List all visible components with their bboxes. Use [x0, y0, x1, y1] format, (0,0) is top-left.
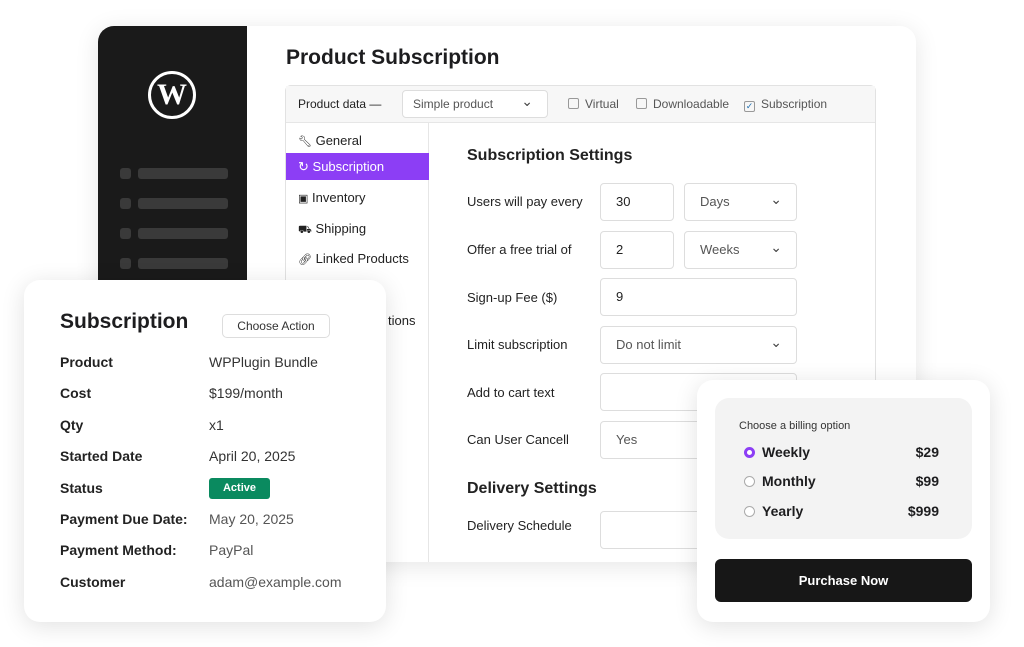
- billing-options: Choose a billing option Weekly $29 Month…: [715, 398, 972, 539]
- row-label: Qty: [60, 417, 84, 433]
- cart-text-label: Add to cart text: [467, 385, 555, 400]
- free-trial-input[interactable]: 2: [600, 231, 674, 269]
- tab-label: Shipping: [315, 221, 367, 236]
- billing-prompt: Choose a billing option: [739, 420, 851, 432]
- row-label: Cost: [60, 385, 92, 401]
- due-date-value: May 20, 2025: [209, 511, 294, 527]
- pay-every-label: Users will pay every: [467, 194, 583, 209]
- qty-value: x1: [209, 417, 224, 433]
- pay-every-input[interactable]: 30: [600, 183, 674, 221]
- subscription-settings-heading: Subscription Settings: [467, 147, 633, 164]
- product-data-label: Product data —: [298, 97, 382, 111]
- virtual-checkbox[interactable]: Virtual: [568, 97, 619, 111]
- option-label[interactable]: Yearly: [762, 503, 804, 519]
- row-label: Customer: [60, 574, 126, 590]
- menu-placeholder-item[interactable]: [138, 228, 228, 239]
- menu-placeholder-icon: [120, 168, 131, 179]
- checkmark-icon[interactable]: ✓: [744, 101, 755, 112]
- delivery-settings-heading: Delivery Settings: [467, 480, 597, 497]
- downloadable-checkbox[interactable]: Downloadable: [636, 97, 729, 111]
- page-title: Product Subscription: [286, 46, 500, 69]
- payment-method-value: PayPal: [209, 542, 254, 558]
- radio-yearly[interactable]: [744, 506, 755, 517]
- checkbox-icon[interactable]: [636, 98, 647, 109]
- tab-label: tions: [388, 313, 416, 328]
- option-price: $29: [915, 444, 939, 460]
- menu-placeholder-item[interactable]: [138, 198, 228, 209]
- subscription-card-title: Subscription: [60, 310, 189, 333]
- tab-shipping[interactable]: ⛟ Shipping: [286, 215, 429, 242]
- option-price: $99: [915, 473, 939, 489]
- row-label: Payment Due Date:: [60, 511, 188, 527]
- tab-general[interactable]: 🔧︎ General: [286, 127, 429, 154]
- menu-placeholder-icon: [120, 198, 131, 209]
- link-icon: 🔗︎: [298, 254, 312, 266]
- started-date-value: April 20, 2025: [209, 448, 296, 464]
- tab-label: General: [315, 133, 362, 148]
- subscription-label: Subscription: [761, 97, 828, 111]
- refresh-icon: ↻: [298, 159, 309, 174]
- menu-placeholder-icon: [120, 228, 131, 239]
- option-label[interactable]: Weekly: [762, 444, 810, 460]
- signup-fee-input[interactable]: 9: [600, 278, 797, 316]
- row-label: Started Date: [60, 448, 143, 464]
- choose-action-button[interactable]: Choose Action: [222, 314, 330, 338]
- tab-label: Linked Products: [315, 251, 409, 266]
- option-label[interactable]: Monthly: [762, 473, 816, 489]
- wrench-icon: 🔧︎: [298, 136, 312, 148]
- wordpress-logo-icon: W: [148, 71, 196, 119]
- option-price: $999: [907, 503, 939, 519]
- downloadable-label: Downloadable: [653, 97, 730, 111]
- tab-label: Inventory: [312, 190, 366, 205]
- inventory-icon: ▣: [298, 193, 309, 205]
- customer-value: adam@example.com: [209, 574, 342, 590]
- row-label: Product: [60, 354, 113, 370]
- free-trial-unit-select[interactable]: Weeks: [684, 229, 797, 269]
- billing-card: Choose a billing option Weekly $29 Month…: [697, 380, 990, 622]
- purchase-now-button[interactable]: Purchase Now: [715, 559, 972, 602]
- subscription-checkbox[interactable]: ✓ Subscription: [744, 97, 827, 112]
- menu-placeholder-item[interactable]: [138, 258, 228, 269]
- cost-value: $199/month: [209, 385, 283, 401]
- menu-placeholder-icon: [120, 258, 131, 269]
- menu-placeholder-item[interactable]: [138, 168, 228, 179]
- virtual-label: Virtual: [585, 97, 619, 111]
- tab-label: Subscription: [312, 159, 385, 174]
- delivery-schedule-label: Delivery Schedule: [467, 518, 572, 533]
- signup-fee-label: Sign-up Fee ($): [467, 290, 558, 305]
- product-value: WPPlugin Bundle: [209, 354, 318, 370]
- radio-monthly[interactable]: [744, 476, 755, 487]
- pay-every-unit-select[interactable]: Days: [684, 181, 797, 221]
- free-trial-label: Offer a free trial of: [467, 242, 572, 257]
- limit-subscription-label: Limit subscription: [467, 337, 568, 352]
- tab-inventory[interactable]: ▣ Inventory: [286, 184, 429, 211]
- subscription-card: Subscription Choose Action Product WPPlug…: [24, 280, 386, 622]
- tab-subscription[interactable]: ↻ Subscription: [286, 153, 429, 180]
- can-cancel-label: Can User Cancell: [467, 432, 569, 447]
- product-data-tabs: 🔧︎ General ↻ Subscription ▣ Inventory ⛟ …: [286, 123, 429, 562]
- truck-icon: ⛟: [298, 224, 312, 236]
- product-data-header: Product data — Simple product Virtual Do…: [286, 86, 875, 123]
- row-label: Payment Method:: [60, 542, 177, 558]
- limit-subscription-select[interactable]: Do not limit: [600, 324, 797, 364]
- status-badge: Active: [209, 478, 270, 499]
- row-label: Status: [60, 480, 103, 496]
- product-data-panel: Product data — Simple product Virtual Do…: [285, 85, 876, 562]
- radio-weekly[interactable]: [744, 447, 755, 458]
- product-type-select[interactable]: Simple product: [402, 88, 548, 118]
- checkbox-icon[interactable]: [568, 98, 579, 109]
- tab-linked-products[interactable]: 🔗︎ Linked Products: [286, 245, 429, 272]
- tab-options[interactable]: tions: [286, 307, 429, 334]
